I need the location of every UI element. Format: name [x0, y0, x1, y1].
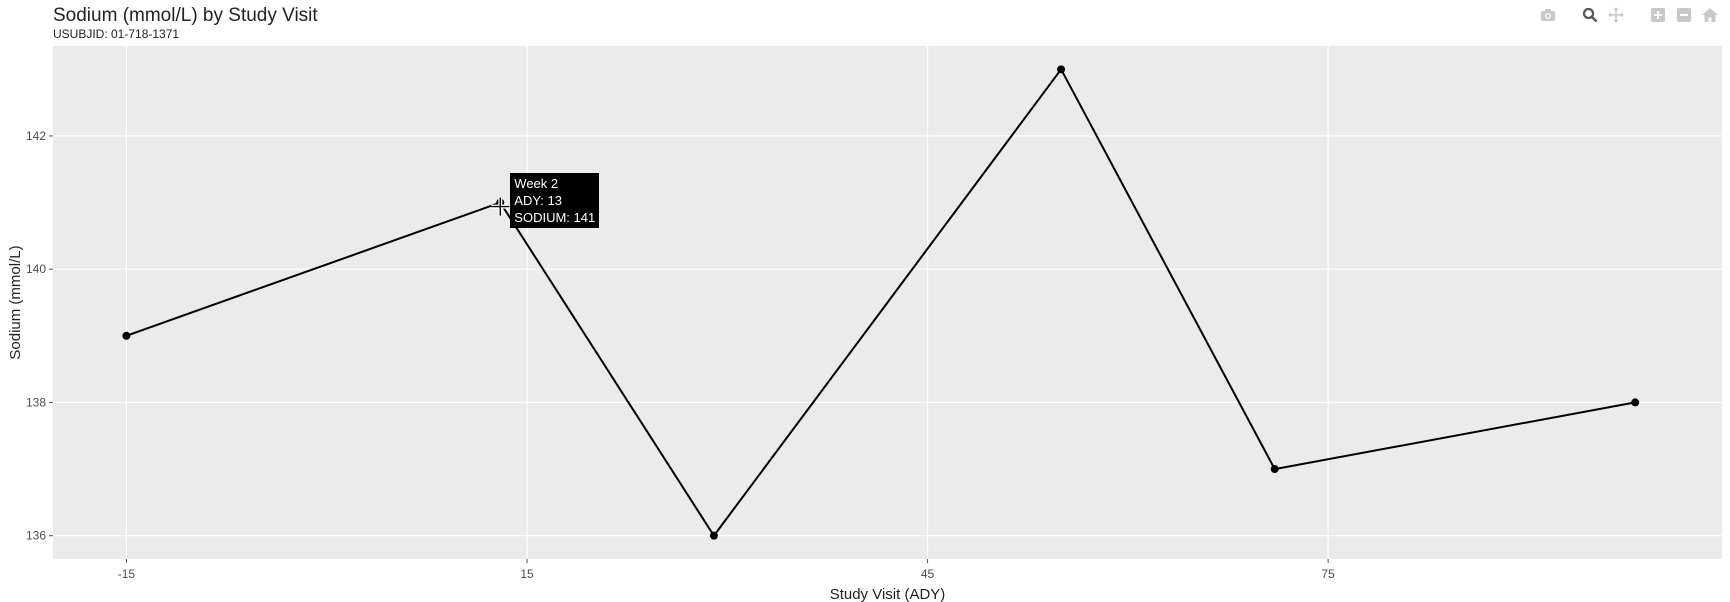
- y-axis-title: Sodium (mmol/L): [7, 245, 24, 359]
- data-point[interactable]: [1270, 465, 1279, 474]
- data-point[interactable]: [122, 331, 131, 340]
- hover-ady-text: ADY: 13: [514, 192, 562, 208]
- zoom-icon[interactable]: [1580, 5, 1600, 25]
- data-point[interactable]: [1631, 398, 1640, 407]
- home-icon[interactable]: [1700, 5, 1720, 25]
- zoom-out-icon[interactable]: [1674, 5, 1694, 25]
- chart-subtitle: USUBJID: 01-718-1371: [53, 27, 180, 41]
- hover-tooltip: Week 2 ADY: 13 SODIUM: 141: [510, 172, 600, 228]
- grid-lines: [53, 46, 1722, 559]
- y-tick-label: 136: [26, 529, 46, 543]
- x-axis-ticks: -15 15 45 75: [118, 559, 1335, 581]
- hover-sodium-text: SODIUM: 141: [514, 209, 596, 225]
- y-tick-label: 142: [26, 129, 46, 143]
- pan-icon[interactable]: [1606, 5, 1626, 25]
- modebar: [1538, 5, 1720, 25]
- x-tick-label: 15: [520, 567, 534, 581]
- x-axis-title: Study Visit (ADY): [830, 586, 946, 602]
- crosshair-cursor-icon: [491, 197, 510, 216]
- series-line: [126, 67, 1636, 538]
- x-tick-label: -15: [118, 567, 136, 581]
- y-tick-label: 140: [26, 262, 46, 276]
- hover-visit-label: Week 2: [514, 175, 559, 191]
- chart-title: Sodium (mmol/L) by Study Visit: [53, 5, 318, 26]
- data-point[interactable]: [709, 531, 718, 540]
- y-axis-ticks: 136 138 140 142: [26, 129, 53, 543]
- x-tick-label: 45: [921, 567, 935, 581]
- zoom-in-icon[interactable]: [1648, 5, 1668, 25]
- data-point[interactable]: [1057, 65, 1066, 74]
- x-tick-label: 75: [1321, 567, 1335, 581]
- camera-icon[interactable]: [1538, 5, 1558, 25]
- y-tick-label: 138: [26, 395, 46, 409]
